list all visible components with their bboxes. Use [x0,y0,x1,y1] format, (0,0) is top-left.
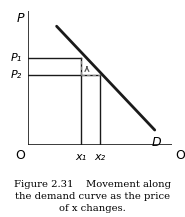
Text: P: P [17,12,24,25]
Text: x₂: x₂ [94,152,105,162]
Text: P₁: P₁ [11,53,22,63]
Text: P₂: P₂ [11,70,22,80]
Text: Figure 2.31    Movement along
the demand curve as the price
of x changes.: Figure 2.31 Movement along the demand cu… [14,180,171,213]
Text: x₁: x₁ [76,152,87,162]
Text: D: D [152,136,162,150]
Text: O: O [175,149,185,162]
Text: O: O [16,149,26,162]
